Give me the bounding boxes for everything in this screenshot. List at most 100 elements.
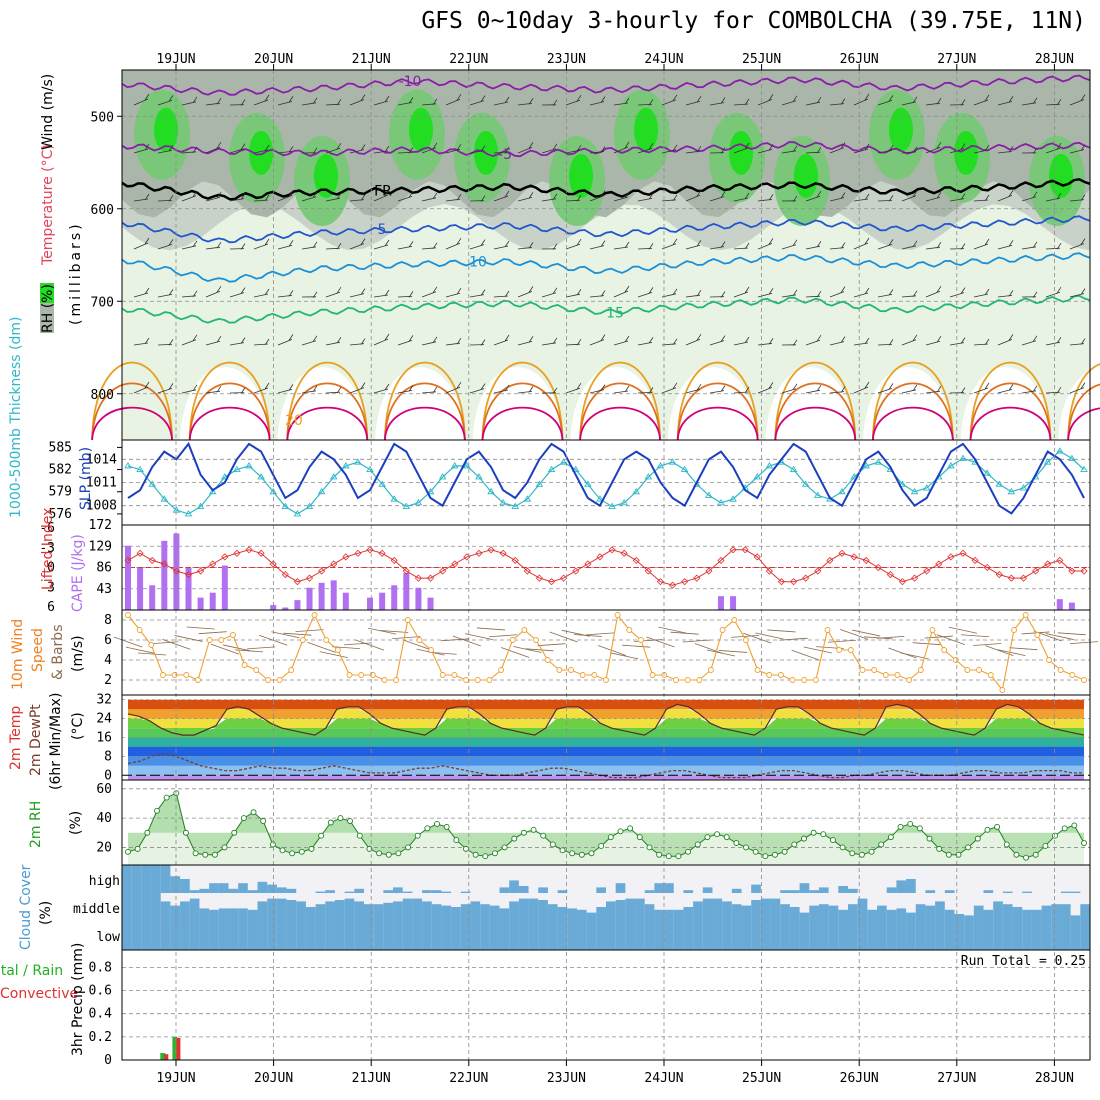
cloud-cell-bg xyxy=(218,893,229,921)
surface-wind-barb xyxy=(525,648,554,652)
warm-contour xyxy=(91,406,173,441)
cloud-cell-bg xyxy=(644,865,655,893)
surface-wind-barb xyxy=(658,626,687,634)
wind-barb xyxy=(421,286,438,298)
cloud-cell xyxy=(1070,891,1081,893)
wind-barb xyxy=(973,382,990,394)
wind-speed-marker xyxy=(894,672,901,678)
surface-wind-barb xyxy=(731,635,760,638)
cloud-cell xyxy=(296,901,307,921)
top-date-label: 28JUN xyxy=(1035,52,1074,67)
wind-barb xyxy=(421,242,438,250)
cloud-cell xyxy=(683,907,694,921)
wind-barb xyxy=(277,290,294,298)
cloud-cell-bg xyxy=(896,865,907,893)
rh-marker xyxy=(762,853,769,860)
cloud-cell-bg xyxy=(954,865,965,893)
wind-barb xyxy=(229,99,246,106)
rh-marker xyxy=(1052,832,1058,839)
wind-speed-marker xyxy=(777,672,784,678)
wind-barb xyxy=(445,143,462,154)
rh-marker xyxy=(472,851,479,858)
wind-barb xyxy=(133,193,150,202)
rh-marker xyxy=(221,844,228,851)
bottom-date-label: 19JUN xyxy=(156,1071,195,1086)
cloud-cell xyxy=(896,880,907,893)
wind-barb xyxy=(1045,336,1062,346)
cloud-cell xyxy=(1002,921,1014,950)
wind-barb xyxy=(1045,386,1062,394)
temperature-line xyxy=(127,703,1085,736)
warm-contour xyxy=(871,382,954,441)
wind-barb xyxy=(349,382,366,394)
wind-barb xyxy=(565,238,582,250)
cloud-cell xyxy=(877,921,888,950)
wind-barb xyxy=(133,93,150,106)
slp-line xyxy=(127,441,1085,515)
minmax-axis-label: (6hr Min/Max) xyxy=(48,693,64,790)
precip-total-bar xyxy=(172,1036,178,1060)
lifted-index-marker xyxy=(632,556,640,564)
cloud-cell xyxy=(693,921,704,950)
cloud-cell xyxy=(741,905,752,921)
warm-contour xyxy=(188,361,271,441)
rh-marker xyxy=(211,851,218,858)
rh-marker xyxy=(491,850,498,857)
thickness-marker xyxy=(983,469,991,476)
cloud-cell xyxy=(702,887,713,893)
wind-barb xyxy=(781,383,798,394)
wind-barb xyxy=(757,238,774,250)
warm-contour xyxy=(774,406,857,441)
surface-wind-barb xyxy=(827,639,857,643)
wind-barb xyxy=(613,191,630,202)
cloud-cell xyxy=(838,909,849,921)
cloud-cell xyxy=(644,890,655,893)
warm-contour xyxy=(383,382,466,441)
thickness-marker xyxy=(765,461,774,469)
cloud-cell xyxy=(325,901,336,921)
wind-speed-marker xyxy=(626,627,633,633)
cloud-cell-bg xyxy=(247,893,259,921)
wind-barb xyxy=(1021,385,1038,394)
wind-barb xyxy=(757,382,774,394)
wind-barb xyxy=(637,143,654,154)
cloud-cell xyxy=(818,887,830,893)
cloud-cell xyxy=(664,921,675,950)
rh-dry-lobe xyxy=(277,367,368,440)
warm-contour xyxy=(286,406,369,441)
surface-wind-barb xyxy=(670,631,699,635)
rh-marker xyxy=(163,794,170,801)
cloud-cell xyxy=(499,908,510,921)
lifted-index-marker xyxy=(330,560,338,568)
cloud-cell-bg xyxy=(625,865,636,893)
wind-barb xyxy=(157,239,174,250)
wind-speed-marker xyxy=(638,637,644,643)
wind-barb xyxy=(757,194,774,202)
rh-marker xyxy=(588,850,595,857)
cloud-cell-bg xyxy=(412,865,423,893)
cloud-cell xyxy=(693,901,704,921)
run-total-label: Run Total = 0.25 xyxy=(961,954,1086,969)
wind-speed-marker xyxy=(334,647,341,653)
cloud-cell-bg xyxy=(276,865,288,893)
thickness-marker xyxy=(378,480,386,487)
wind-speed-marker xyxy=(1046,657,1052,663)
wind-speed-marker xyxy=(241,662,248,668)
wind-barb xyxy=(637,243,654,250)
wind-speed-marker xyxy=(941,647,948,653)
li-tick-label: -3 xyxy=(39,541,55,556)
wind-barb xyxy=(613,385,630,394)
warm-contour xyxy=(969,361,1052,441)
cloud-cell xyxy=(1022,921,1033,950)
cloud-cell xyxy=(1002,891,1014,893)
lifted-index-marker xyxy=(729,546,737,554)
wind-barb xyxy=(613,335,630,346)
lifted-index-marker xyxy=(451,560,459,568)
lifted-index-marker xyxy=(886,571,894,579)
cape-bar xyxy=(1068,602,1075,610)
li-tick-label: -6 xyxy=(39,521,55,536)
wind-barb xyxy=(709,147,726,154)
rh-marker xyxy=(907,821,914,827)
cloud-cell xyxy=(238,921,249,950)
top-date-label: 27JUN xyxy=(937,52,976,67)
